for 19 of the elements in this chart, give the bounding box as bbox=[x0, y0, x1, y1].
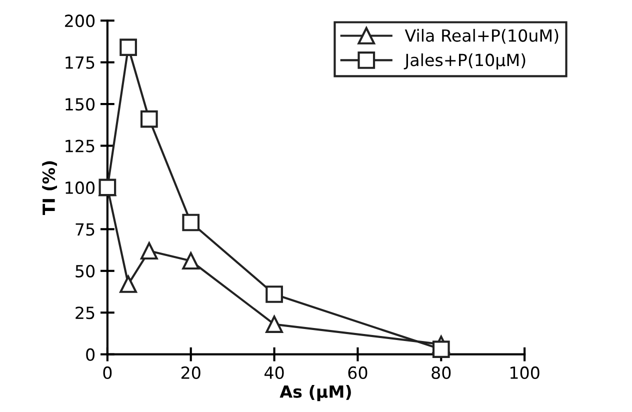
y-tick-label: 75 bbox=[76, 223, 94, 236]
y-tick-label: 100 bbox=[66, 181, 95, 194]
y-tick-label: 175 bbox=[66, 56, 94, 69]
legend-label: Vila Real+P(10uM) bbox=[404, 28, 558, 44]
x-tick-label: 40 bbox=[264, 366, 284, 380]
x-tick-label: 0 bbox=[103, 366, 112, 380]
x-tick-label: 80 bbox=[432, 366, 451, 380]
y-tick-label: 150 bbox=[66, 98, 95, 111]
x-tick-label: 20 bbox=[181, 366, 200, 380]
x-axis-title: As (µM) bbox=[280, 385, 351, 402]
x-tick-label: 60 bbox=[348, 366, 368, 380]
y-tick-label: 125 bbox=[66, 140, 94, 152]
legend-label: Jales+P(10µM) bbox=[404, 53, 526, 70]
y-tick-label: 25 bbox=[76, 306, 94, 320]
y-tick-label: 0 bbox=[86, 348, 95, 361]
y-tick-label: 50 bbox=[76, 264, 95, 278]
y-tick-label: 200 bbox=[65, 14, 95, 28]
y-axis-title: TI (%) bbox=[42, 161, 57, 216]
x-tick-label: 100 bbox=[510, 366, 540, 380]
